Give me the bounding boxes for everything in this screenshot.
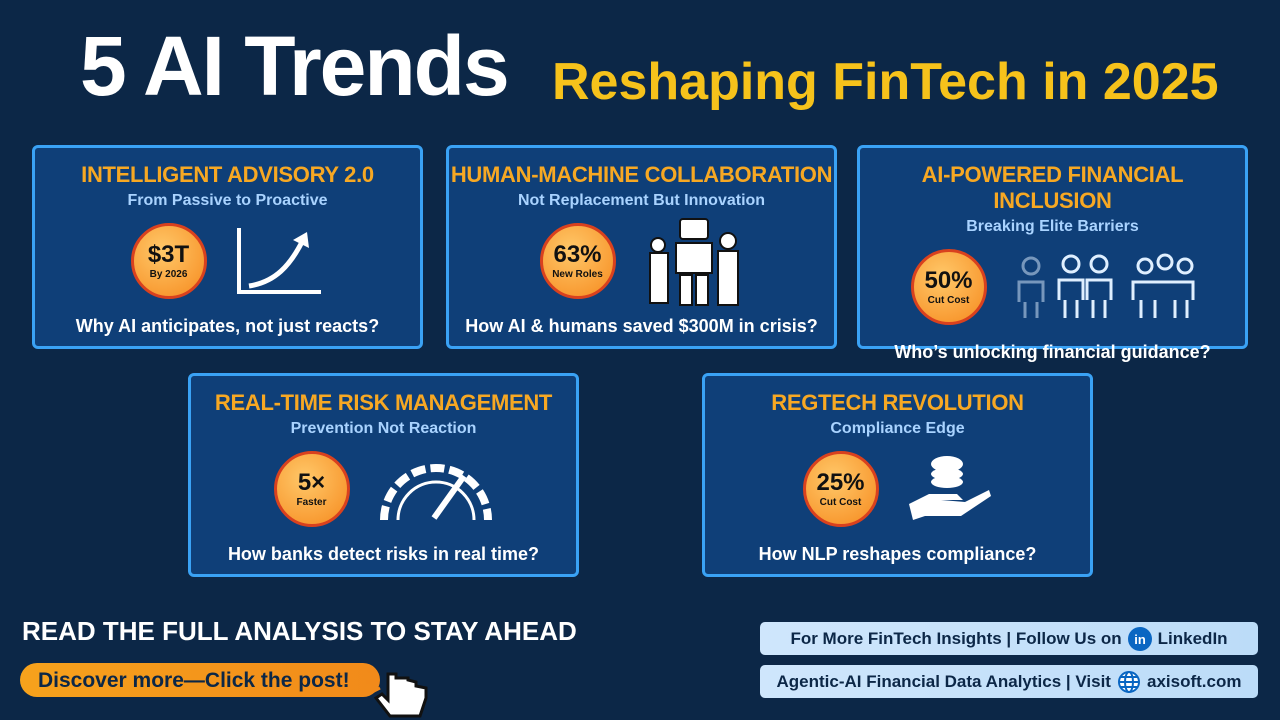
badge-label: By 2026 [149, 268, 188, 280]
badge: 5× Faster [273, 451, 350, 527]
cta-heading: READ THE FULL ANALYSIS TO STAY AHEAD [22, 616, 577, 646]
card-subtitle: From Passive to Proactive [127, 192, 328, 209]
badge: 25% Cut Cost [802, 451, 879, 527]
card-question: Who’s unlocking financial guidance? [894, 342, 1211, 362]
link-box[interactable]: Agentic-AI Financial Data Analytics | Vi… [760, 665, 1258, 698]
card: AI-POWERED FINANCIAL INCLUSION Breaking … [857, 145, 1248, 362]
badge: 50% Cut Cost [910, 249, 987, 325]
card-question: How NLP reshapes compliance? [758, 544, 1037, 564]
cta-button[interactable]: Discover more—Click the post! [20, 663, 380, 697]
title-main: 5 AI Trends [80, 19, 510, 113]
card: HUMAN-MACHINE COLLABORATION Not Replacem… [446, 145, 837, 349]
link-text: Agentic-AI Financial Data Analytics | Vi… [776, 671, 1111, 691]
card-subtitle: Compliance Edge [830, 420, 965, 437]
link-target: LinkedIn [1157, 628, 1228, 648]
link-text: For More FinTech Insights | Follow Us on [790, 628, 1122, 648]
card: REAL-TIME RISK MANAGEMENT Prevention Not… [188, 373, 579, 577]
card-subtitle: Breaking Elite Barriers [966, 218, 1139, 235]
link-box[interactable]: For More FinTech Insights | Follow Us on… [760, 622, 1258, 655]
card-question: How AI & humans saved $300M in crisis? [465, 316, 818, 336]
badge-label: Faster [296, 496, 327, 508]
badge-value: 50% [924, 266, 973, 294]
badge: $3T By 2026 [130, 223, 207, 299]
card-title: INTELLIGENT ADVISORY 2.0 [81, 162, 374, 187]
growth-icon [236, 228, 321, 294]
globe-icon [1117, 670, 1140, 693]
linkedin-icon: in [1127, 626, 1152, 651]
badge-value: 25% [816, 468, 865, 496]
people-icon [1017, 253, 1194, 318]
card-question: How banks detect risks in real time? [227, 544, 540, 564]
card-title: REGTECH REVOLUTION [771, 390, 1024, 415]
svg-text:in: in [1134, 632, 1146, 647]
badge-value: 63% [553, 240, 602, 268]
gauge-icon [379, 464, 492, 521]
title-accent: Reshaping FinTech in 2025 [552, 53, 1219, 111]
card-subtitle: Prevention Not Reaction [290, 420, 477, 437]
card: REGTECH REVOLUTION Compliance Edge 25% Cu… [702, 373, 1093, 577]
card-subtitle: Not Replacement But Innovation [517, 192, 766, 209]
badge: 63% New Roles [539, 223, 616, 299]
robot-icon [648, 218, 739, 306]
badge-label: New Roles [552, 268, 603, 280]
cursor-icon [366, 668, 428, 718]
card-title: HUMAN-MACHINE COLLABORATION [450, 162, 833, 187]
badge-label: Cut Cost [927, 294, 970, 306]
card-question: Why AI anticipates, not just reacts? [75, 316, 380, 336]
coins-hand-icon [908, 456, 991, 520]
card: INTELLIGENT ADVISORY 2.0 From Passive to… [32, 145, 423, 349]
badge-value: $3T [147, 240, 190, 268]
link-target: axisoft.com [1146, 671, 1242, 691]
card-title: REAL-TIME RISK MANAGEMENT [214, 390, 553, 415]
badge-label: Cut Cost [819, 496, 862, 508]
badge-value: 5× [297, 468, 326, 496]
card-title: AI-POWERED FINANCIAL INCLUSION [921, 162, 1184, 213]
